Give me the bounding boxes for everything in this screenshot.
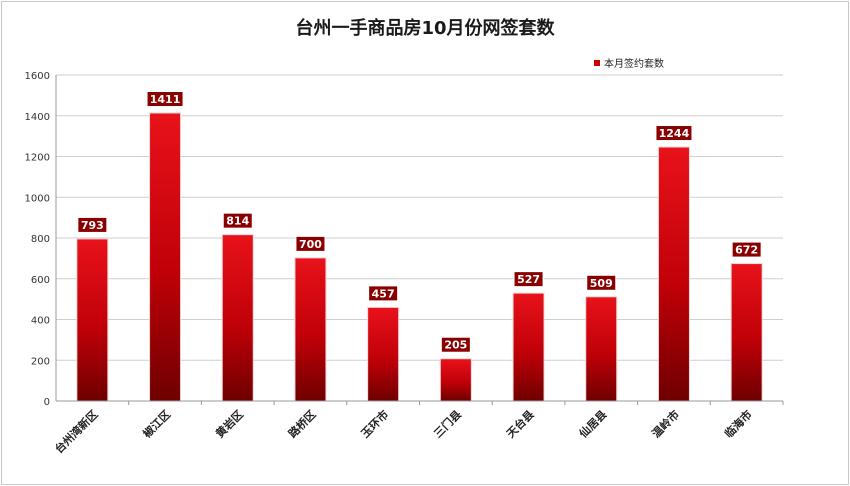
x-tick-label: 台州湾新区: [52, 407, 101, 456]
y-tick-label: 0: [44, 397, 50, 408]
data-label-box: [146, 91, 184, 108]
x-axis: 台州湾新区 椒江区 黄岩区 路桥区 玉环市 三门县 天台县 仙居县 温岭市 临海市: [52, 400, 784, 456]
data-label: 1411: [150, 93, 181, 106]
x-tick-label: 天台县: [503, 407, 536, 440]
bar: [731, 264, 762, 401]
legend-label: 本月签约套数: [604, 59, 664, 70]
data-label-box: [440, 336, 471, 353]
data-label-box: [222, 212, 253, 229]
data-label: 205: [444, 339, 467, 352]
legend: 本月签约套数: [594, 55, 664, 70]
bar: [586, 297, 617, 401]
data-label-box: [295, 235, 326, 252]
bar: [77, 239, 108, 401]
data-label: 814: [226, 215, 249, 228]
y-tick-label: 1400: [25, 112, 50, 123]
y-tick-label: 1200: [25, 153, 50, 164]
bar: [295, 258, 326, 401]
y-tick-label: 1600: [25, 71, 50, 82]
data-label: 700: [299, 238, 322, 251]
x-tick-label: 黄岩区: [213, 407, 246, 440]
data-label-box: [655, 125, 693, 142]
chart-title: 台州一手商品房10月份网签套数: [295, 18, 555, 39]
data-label: 527: [517, 273, 540, 286]
y-tick-label: 1000: [25, 193, 50, 204]
data-label: 793: [81, 219, 104, 232]
data-label-box: [368, 285, 399, 302]
y-axis: 0 200 400 600 800 1000 1200 1400 1600: [25, 71, 57, 408]
bar: [513, 293, 544, 401]
y-tick-label: 200: [31, 356, 50, 367]
bar: [440, 359, 471, 401]
data-label: 509: [590, 277, 613, 290]
data-label: 1244: [659, 127, 690, 140]
data-label-box: [77, 216, 108, 233]
x-tick-label: 椒江区: [140, 407, 173, 440]
y-tick-label: 400: [31, 316, 50, 327]
x-tick-label: 三门县: [431, 407, 464, 440]
x-tick-label: 路桥区: [285, 407, 318, 440]
x-tick-label: 温岭市: [649, 407, 682, 440]
bar: [658, 147, 689, 401]
data-label: 672: [735, 244, 758, 257]
y-tick-label: 600: [31, 275, 50, 286]
data-label-box: [513, 271, 544, 288]
x-tick-label: 玉环市: [358, 407, 391, 440]
data-label-box: [731, 241, 762, 258]
bar: [222, 235, 253, 401]
data-label-box: [586, 274, 617, 291]
data-label: 457: [372, 287, 395, 300]
legend-swatch: [594, 59, 600, 66]
x-tick-label: 仙居县: [576, 407, 609, 440]
y-tick-label: 800: [31, 234, 50, 245]
bars: [76, 112, 763, 401]
x-tick-label: 临海市: [722, 407, 755, 440]
data-labels: 793 1411 814 700 457 205 527 509 1244 672: [77, 91, 762, 353]
bar: [150, 113, 181, 401]
bar: [368, 307, 399, 401]
